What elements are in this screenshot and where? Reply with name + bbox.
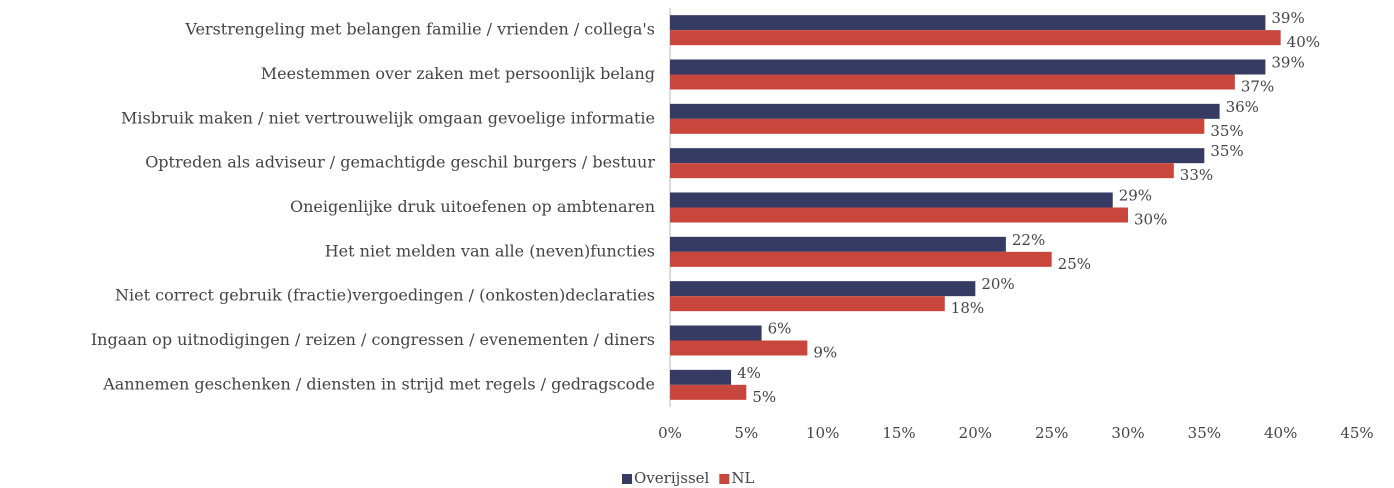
bar [670,384,747,400]
data-label: 35% [1210,122,1243,140]
bar [670,59,1266,75]
x-tick-label: 30% [1111,424,1144,442]
data-label: 20% [981,275,1014,293]
bar [670,30,1281,46]
x-tick-label: 40% [1264,424,1297,442]
x-tick-label: 25% [1035,424,1068,442]
data-label: 18% [951,299,984,317]
data-label: 5% [752,388,776,406]
data-label: 36% [1226,98,1259,116]
data-label: 35% [1210,142,1243,160]
data-label: 4% [737,364,761,382]
bar [670,74,1235,90]
bar [670,236,1006,252]
data-label: 9% [813,344,837,362]
data-label: 6% [768,320,792,338]
x-tick-label: 35% [1188,424,1221,442]
bar [670,192,1113,208]
legend-label: NL [731,469,754,487]
data-label: 30% [1134,211,1167,229]
x-tick-label: 20% [959,424,992,442]
bar [670,325,762,341]
bar [670,369,732,385]
data-label: 29% [1119,187,1152,205]
bar [670,296,945,312]
bar [670,207,1128,223]
category-label: Ingaan op uitnodigingen / reizen / congr… [91,330,655,349]
x-tick-label: 15% [882,424,915,442]
category-label: Meestemmen over zaken met persoonlijk be… [261,64,655,83]
legend-label: Overijssel [634,469,710,487]
category-label: Aannemen geschenken / diensten in strijd… [102,374,655,393]
bar [670,163,1174,179]
legend-swatch [622,474,632,484]
data-label: 40% [1287,33,1320,51]
category-label: Niet correct gebruik (fractie)vergoeding… [115,286,655,305]
bar [670,340,808,356]
legend-swatch [719,474,730,484]
x-tick-label: 0% [658,424,682,442]
category-label: Oneigenlijke druk uitoefenen op ambtenar… [290,197,655,216]
category-label: Optreden als adviseur / gemachtigde gesc… [145,153,655,172]
data-label: 39% [1271,54,1304,72]
category-label: Verstrengeling met belangen familie / vr… [184,20,655,39]
data-label: 33% [1180,166,1213,184]
data-label: 22% [1012,231,1045,249]
data-label: 39% [1271,9,1304,27]
bar [670,118,1205,134]
bar [670,103,1220,119]
data-label: 37% [1241,78,1274,96]
category-label: Het niet melden van alle (neven)functies [325,241,655,260]
category-label: Misbruik maken / niet vertrouwelijk omga… [121,108,655,127]
bar [670,148,1205,164]
data-label: 25% [1058,255,1091,273]
bar [670,281,976,297]
bar [670,251,1052,267]
x-tick-label: 45% [1340,424,1373,442]
x-tick-label: 10% [806,424,839,442]
x-tick-label: 5% [734,424,758,442]
bar [670,15,1266,31]
